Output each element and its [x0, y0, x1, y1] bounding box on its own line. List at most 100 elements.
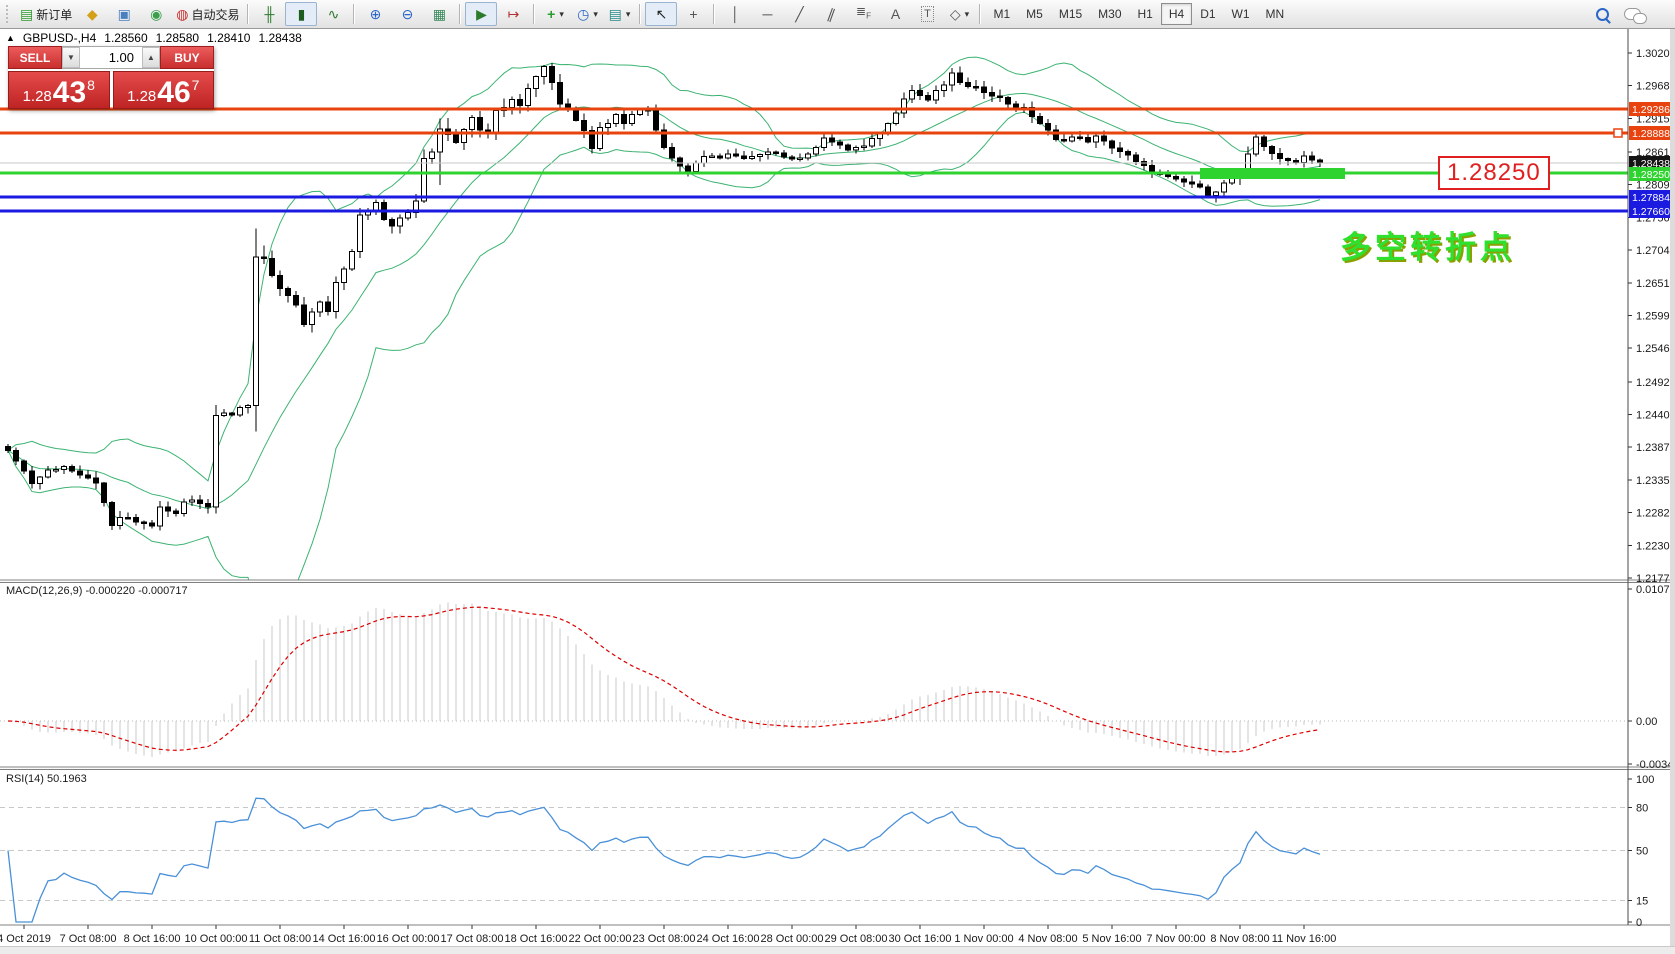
label-icon: T	[921, 6, 934, 22]
toolbar-grip[interactable]	[6, 5, 12, 23]
buy-price-point: 7	[191, 77, 200, 93]
macd-label: MACD(12,26,9) -0.000220 -0.000717	[6, 585, 188, 597]
horizontal-line-button[interactable]: ─	[751, 2, 783, 26]
svg-text:1.21775: 1.21775	[1636, 573, 1675, 585]
sell-button[interactable]: SELL	[8, 46, 62, 69]
clock-icon: ◷	[577, 6, 590, 22]
templates-icon: ▤	[608, 6, 622, 22]
trendline-button[interactable]: ╱	[783, 2, 815, 26]
price-tag	[1629, 126, 1674, 140]
svg-text:-0.003492: -0.003492	[1636, 759, 1675, 771]
turning-point-annotation[interactable]: 多空转折点	[1340, 230, 1515, 265]
bar-chart-button[interactable]: ╫	[253, 2, 285, 26]
profiles-button[interactable]: ▣	[108, 2, 140, 26]
fibonacci-icon: ≣F	[856, 4, 871, 21]
chat-icon	[1623, 8, 1647, 24]
sell-price-button[interactable]: 1.28 43 8	[8, 71, 110, 109]
price-annotation-label[interactable]: 1.28250	[1438, 156, 1550, 190]
cursor-button[interactable]: ↖	[645, 2, 678, 26]
chevron-down-icon: ▾	[625, 8, 631, 19]
toolbar-separator	[713, 4, 716, 24]
chat-button[interactable]	[1616, 2, 1648, 26]
tab-timeframe-m30[interactable]: M30	[1098, 7, 1122, 21]
rsi-layer	[0, 797, 1628, 923]
text-icon: A	[890, 6, 901, 22]
autotrading-button[interactable]: ◍ 自动交易	[172, 2, 243, 26]
svg-text:29 Oct 08:00: 29 Oct 08:00	[825, 933, 888, 945]
channel-button[interactable]: ∥	[815, 2, 847, 26]
search-button[interactable]	[1586, 2, 1618, 26]
timeframes-menu-button[interactable]: ◷ ▾	[571, 2, 603, 26]
new-order-button[interactable]: ▤ 新订单	[16, 2, 76, 26]
autotrading-icon: ◍	[176, 6, 189, 22]
svg-text:1.29286: 1.29286	[1632, 104, 1670, 116]
svg-text:18 Oct 16:00: 18 Oct 16:00	[505, 933, 568, 945]
chart-shift-button[interactable]: ↦	[497, 2, 529, 26]
tab-timeframe-h4[interactable]: H4	[1160, 3, 1193, 25]
crosshair-button[interactable]: +	[677, 2, 709, 26]
svg-text:10 Oct 00:00: 10 Oct 00:00	[185, 933, 248, 945]
svg-text:1.29680: 1.29680	[1636, 81, 1675, 93]
tab-timeframe-h1[interactable]: H1	[1137, 7, 1153, 21]
svg-text:1.28250: 1.28250	[1632, 169, 1670, 181]
tab-timeframe-m15[interactable]: M15	[1058, 7, 1083, 21]
candlestick-chart-button[interactable]: ▮	[285, 2, 318, 26]
chevron-down-icon: ▾	[559, 8, 564, 19]
zoom-in-button[interactable]: ⊕	[359, 2, 391, 26]
tab-timeframe-d1[interactable]: D1	[1200, 7, 1216, 21]
chevron-down-icon: ▾	[964, 8, 970, 19]
svg-text:0.010719: 0.010719	[1636, 584, 1675, 596]
zoom-out-button[interactable]: ⊖	[391, 2, 423, 26]
shapes-icon: ◇	[949, 6, 961, 22]
zoom-in-icon: ⊕	[369, 6, 382, 22]
tab-timeframe-w1[interactable]: W1	[1231, 7, 1250, 21]
tile-windows-icon: ▦	[432, 6, 447, 22]
auto-scroll-button[interactable]: ▶	[465, 2, 498, 26]
tab-timeframe-m5[interactable]: M5	[1026, 7, 1043, 21]
volume-input[interactable]: 1.00	[108, 50, 134, 65]
collapse-panel-icon[interactable]: ▲	[6, 33, 15, 43]
buy-price-button[interactable]: 1.28 46 7	[112, 71, 214, 109]
buy-button[interactable]: BUY	[160, 46, 214, 69]
ohlc-open: 1.28560	[104, 31, 148, 45]
label-button[interactable]: T	[911, 2, 943, 26]
svg-text:8 Nov 08:00: 8 Nov 08:00	[1210, 933, 1269, 945]
ohlc-low: 1.28410	[207, 31, 251, 45]
tab-timeframe-m1[interactable]: M1	[993, 7, 1011, 21]
svg-text:1.25990: 1.25990	[1636, 311, 1675, 323]
line-chart-button[interactable]: ∿	[317, 2, 349, 26]
bollinger-bands	[7, 56, 1321, 580]
indicators-icon: +	[547, 6, 556, 22]
line-chart-icon: ∿	[327, 6, 340, 22]
svg-text:80: 80	[1636, 803, 1648, 815]
volume-increase-button[interactable]: ▲	[142, 47, 160, 68]
signals-button[interactable]: ◉	[140, 2, 172, 26]
text-button[interactable]: A	[879, 2, 911, 26]
svg-text:17 Oct 08:00: 17 Oct 08:00	[441, 933, 504, 945]
svg-text:16 Oct 00:00: 16 Oct 00:00	[377, 933, 440, 945]
zoom-out-icon: ⊖	[401, 6, 414, 22]
rsi-label: RSI(14) 50.1963	[6, 773, 87, 785]
indicators-button[interactable]: + ▾	[539, 2, 571, 26]
volume-stepper: ▼ 1.00 ▲	[62, 46, 160, 69]
templates-button[interactable]: ▤ ▾	[603, 2, 635, 26]
window-right-edge	[1670, 28, 1675, 953]
svg-text:22 Oct 00:00: 22 Oct 00:00	[569, 933, 632, 945]
svg-text:1.23350: 1.23350	[1636, 475, 1675, 487]
sell-price-prefix: 1.28	[22, 88, 52, 105]
svg-text:1.26515: 1.26515	[1636, 278, 1675, 290]
eraser-button[interactable]: ◆	[76, 2, 108, 26]
shapes-button[interactable]: ◇ ▾	[943, 2, 975, 26]
price-tag	[1629, 204, 1674, 218]
tile-windows-button[interactable]: ▦	[423, 2, 455, 26]
window-bottom-edge	[0, 946, 1675, 954]
toolbar-separator	[639, 4, 642, 24]
vertical-line-button[interactable]: │	[719, 2, 751, 26]
tab-timeframe-mn[interactable]: MN	[1265, 7, 1285, 21]
fibonacci-button[interactable]: ≣F	[847, 2, 879, 26]
price-tag	[1629, 102, 1674, 116]
volume-decrease-button[interactable]: ▼	[62, 47, 80, 68]
candlestick-chart-icon: ▮	[297, 6, 306, 22]
svg-text:7 Oct 08:00: 7 Oct 08:00	[60, 933, 117, 945]
